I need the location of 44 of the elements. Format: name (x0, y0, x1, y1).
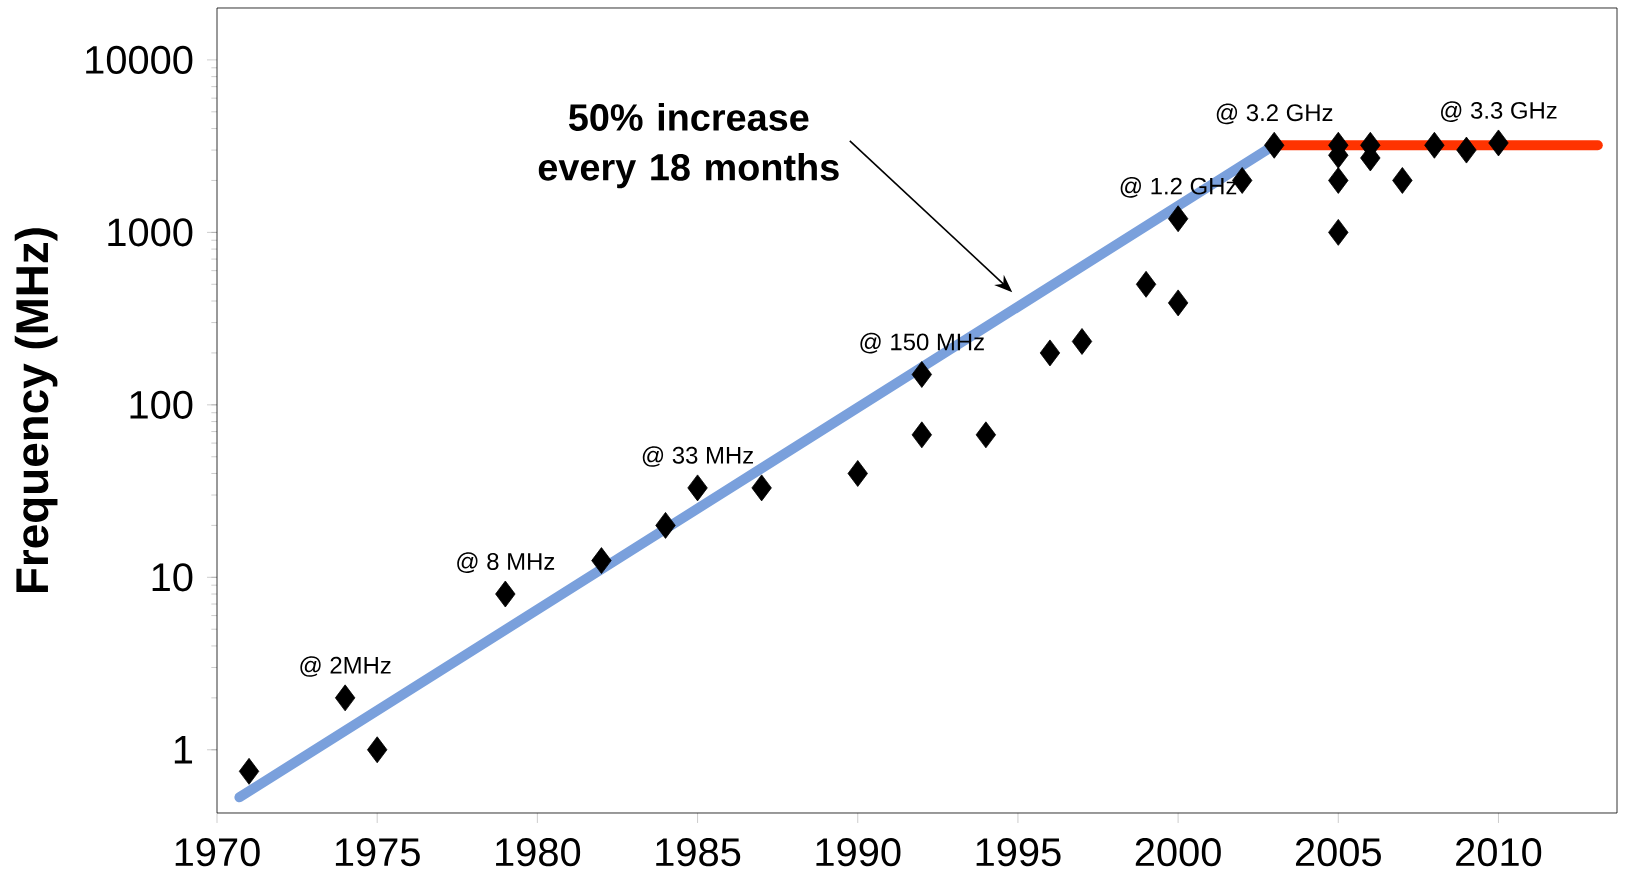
y-tick-label: 1000 (108, 218, 193, 247)
annotation: @ 2MHz (300, 656, 391, 677)
point (655, 512, 676, 539)
point (335, 684, 356, 712)
point (1328, 218, 1349, 246)
point (1135, 270, 1157, 298)
point (591, 547, 612, 574)
point (495, 580, 516, 608)
point (751, 474, 772, 502)
point (1167, 205, 1189, 233)
point (1071, 328, 1093, 355)
x-tick-label: 1985 (656, 838, 741, 867)
point (847, 460, 868, 487)
point (975, 421, 997, 449)
x-tick-label: 1995 (976, 838, 1061, 867)
annotation: @ 3.3 GHz (1441, 101, 1557, 122)
point (1039, 339, 1061, 367)
x-tick-label: 1975 (335, 838, 420, 867)
point (1264, 131, 1285, 159)
point (1167, 289, 1189, 317)
x-tick-label: 1980 (496, 838, 581, 867)
y-tick-label: 1 (174, 736, 193, 764)
point (911, 421, 932, 449)
point (687, 474, 708, 502)
point (1328, 167, 1349, 194)
point (367, 736, 388, 764)
x-tick-label: 1970 (175, 838, 260, 867)
point (911, 361, 932, 388)
annotation: @ 3.2 GHz (1216, 103, 1333, 125)
annotation: 50% increase every 18 months (538, 103, 839, 189)
x-tick-label: 1990 (816, 838, 901, 867)
annotation: @ 33 MHz (642, 446, 753, 467)
point (238, 757, 260, 785)
point (1392, 167, 1413, 194)
annotation: @ 1.2 GHz (1120, 177, 1237, 198)
x-tick-label: 2010 (1456, 838, 1542, 867)
x-tick-label: 2005 (1295, 838, 1381, 867)
y-axis-title: Frequency (MHz) (14, 228, 58, 593)
y-tick-label: 10 (152, 563, 193, 592)
annotation: @ 150 MHz (860, 332, 984, 354)
y-tick-label: 10000 (86, 45, 193, 74)
annotation: @ 8 MHz (457, 552, 555, 573)
y-tick-label: 100 (130, 390, 193, 419)
x-tick-label: 2000 (1135, 838, 1221, 867)
